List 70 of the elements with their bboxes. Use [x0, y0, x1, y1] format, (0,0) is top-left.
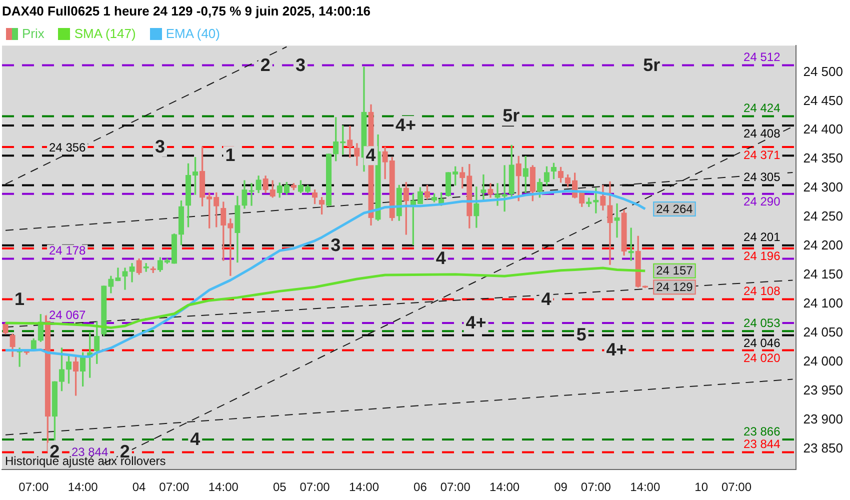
x-tick-label: 14:00: [208, 480, 239, 494]
text: SMA (147): [74, 26, 136, 41]
ref-line-label: 24 020: [744, 351, 781, 366]
text: EMA (40): [166, 26, 220, 41]
ref-line-label: 24 371: [744, 148, 781, 162]
annotation: 4+: [606, 340, 627, 360]
annotation: 5r: [502, 106, 520, 126]
x-tick-label: 14:00: [630, 480, 660, 494]
annotation: 1: [225, 145, 236, 166]
x-tick-label: 05: [272, 480, 287, 494]
ref-line-label: 24 053: [744, 316, 781, 330]
y-tick-label: 23 950: [803, 382, 844, 398]
ref-line-label: 24 046: [744, 336, 781, 350]
x-tick-label: 07:00: [721, 480, 752, 494]
x-tick-label: 14:00: [490, 480, 520, 494]
annotation: 3: [295, 54, 306, 75]
y-tick-label: 24 050: [803, 324, 844, 340]
y-tick-label: 24 400: [803, 122, 844, 137]
x-tick-label: 07:00: [300, 480, 330, 494]
ref-line-label: 24 196: [744, 249, 781, 264]
ref-line-label: 24 356: [49, 140, 86, 154]
x-tick-label: 07:00: [18, 480, 49, 494]
annotation: 2: [260, 54, 270, 75]
ref-line-label: 24 178: [49, 244, 86, 258]
ref-line-label: 24 305: [744, 170, 781, 184]
annotation: 4: [541, 288, 552, 309]
ref-line-label: 24 108: [744, 284, 781, 298]
x-tick-label: 07:00: [580, 480, 612, 494]
x-tick-label: 06: [414, 480, 428, 494]
annotation: 5r: [643, 54, 660, 75]
annotation: 4: [366, 145, 376, 166]
y-tick-label: 24 500: [803, 64, 844, 79]
y-tick-label: 24 350: [803, 150, 844, 166]
text: 24 129: [656, 280, 693, 294]
y-tick-label: 23 900: [803, 411, 844, 426]
ref-line-label: 24 512: [744, 50, 781, 64]
x-tick-label: 04: [132, 480, 146, 494]
y-tick-label: 24 300: [803, 180, 844, 195]
annotation: 5: [576, 324, 586, 345]
x-tick-label: 07:00: [440, 480, 471, 494]
y-tick-label: 24 250: [803, 208, 844, 224]
x-tick-label: 07:00: [159, 480, 190, 494]
annotation: 3: [155, 136, 166, 156]
ref-line-label: 24 408: [744, 126, 781, 140]
x-tick-label: 10: [694, 480, 708, 494]
y-tick-label: 24 100: [803, 296, 844, 311]
annotation: 1: [14, 288, 25, 309]
annotation: 4+: [396, 115, 416, 136]
annotation: 4: [190, 428, 200, 449]
text: Prix: [22, 26, 44, 41]
ref-line-label: 23 844: [744, 437, 781, 452]
x-tick-label: 09: [554, 480, 568, 494]
y-tick-label: 24 000: [803, 353, 844, 368]
ref-line-label: 23 866: [744, 424, 781, 438]
annotation: 3: [330, 234, 341, 255]
chart-title: DAX40 Full0625 1 heure 24 129 -0,75 % 9 juin 2025, 14:00:16: [2, 3, 371, 18]
annotation: 4: [436, 248, 446, 268]
ref-line-label: 24 067: [49, 308, 86, 322]
y-tick-label: 24 200: [803, 238, 844, 253]
ref-line-label: 24 290: [744, 194, 781, 209]
data-label: 24 157: [656, 264, 694, 278]
x-tick-label: 14:00: [68, 480, 98, 494]
y-tick-label: 23 850: [803, 440, 844, 456]
annotation: 4+: [466, 312, 486, 333]
y-tick-label: 24 150: [803, 266, 844, 282]
y-tick-label: 24 450: [803, 92, 844, 108]
x-tick-label: 14:00: [348, 480, 380, 494]
ref-line-label: 24 424: [744, 101, 781, 116]
ref-line-label: 24 201: [744, 230, 781, 244]
data-label: 24 264: [656, 202, 694, 216]
